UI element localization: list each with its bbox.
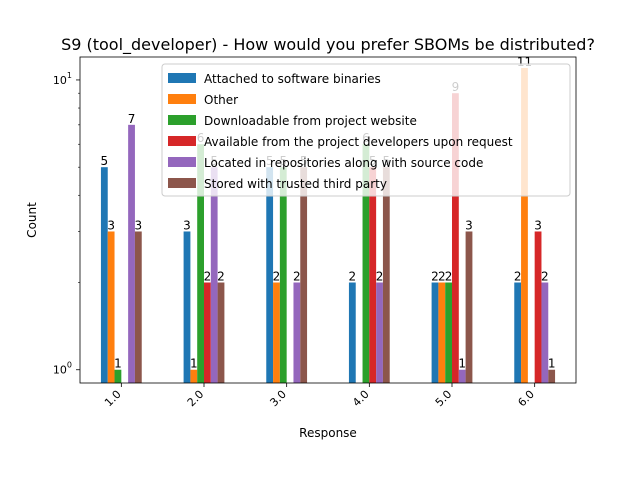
bar-value-label: 2 [541,270,549,284]
legend-swatch [168,115,196,125]
legend-label: Located in repositories along with sourc… [204,156,483,170]
bar-value-label: 1 [114,357,122,371]
bar [100,167,108,383]
bar-value-label: 5 [101,154,109,168]
legend-label: Other [204,93,238,107]
bar-value-label: 1 [548,357,556,371]
y-axis: 100 101 [53,71,80,377]
bar-value-label: 1 [458,357,466,371]
legend-swatch [168,73,196,83]
bar [541,282,549,383]
bar-value-label: 3 [534,218,542,232]
bar [183,231,191,383]
legend-label: Available from the project developers up… [204,135,513,149]
bar-value-label: 1 [190,357,198,371]
bar-value-label: 2 [293,270,301,284]
bar [107,231,115,383]
bar [458,369,466,383]
legend-box [161,63,571,197]
bar-value-label: 2 [445,270,453,284]
bar-value-label: 3 [135,218,143,232]
legend-swatch [168,157,196,167]
bar-value-label: 2 [349,270,357,284]
y-axis-label: Count [25,202,39,238]
bar-value-label: 2 [431,270,439,284]
bar [293,282,301,383]
bar-value-label: 3 [465,218,473,232]
y-tick-label: 101 [53,71,72,87]
x-tick-label: 1.0 [102,388,124,410]
legend-label: Downloadable from project website [204,114,417,128]
bar [431,282,439,383]
x-axis-label: Response [299,426,357,440]
bar [204,282,211,383]
bar [300,167,308,383]
plot-frame [79,56,577,384]
bar [362,144,370,383]
bar [445,282,452,383]
bars-layer [100,67,556,384]
bar [279,167,287,383]
bar-value-label: 2 [514,270,522,284]
bar [548,369,556,383]
bar [376,282,383,383]
bar-value-label: 3 [183,218,191,232]
x-tick-label: 4.0 [350,388,372,410]
legend: Attached to software binaries Other Downlo… [161,63,571,197]
bar [382,167,390,383]
bar [197,144,204,383]
chart-title: S9 (tool_developer) - How would you pref… [61,35,595,55]
bar [114,369,122,383]
x-tick-label: 2.0 [185,388,207,410]
bar [452,93,459,383]
legend-swatch [168,94,196,104]
bar [465,231,473,383]
bar [210,167,218,383]
bar [128,124,135,383]
bar [348,282,356,383]
x-tick-label: 5.0 [433,388,455,410]
bar [134,231,142,383]
bar [273,282,280,383]
bar [369,167,377,383]
x-axis: 1.0 2.0 3.0 4.0 5.0 6.0 [102,383,537,409]
legend-swatch [168,178,196,188]
bar [521,67,528,384]
bar-value-label: 7 [128,112,136,126]
legend-label: Stored with trusted third party [204,177,387,191]
legend-label: Attached to software binaries [204,72,381,86]
bar-value-label: 2 [438,270,446,284]
y-tick-label: 100 [53,361,72,377]
legend-swatch [168,136,196,146]
bar-value-label: 2 [204,270,212,284]
bar [438,282,446,383]
bar-value-label: 2 [217,270,225,284]
bar [190,369,198,383]
bar-value-label: 2 [273,270,281,284]
bar [266,167,274,383]
bar-value-label: 3 [107,218,115,232]
bar [217,282,225,383]
bar [514,282,522,383]
x-tick-label: 6.0 [515,388,537,410]
bar [534,231,542,383]
bar-value-label: 2 [376,270,384,284]
x-tick-label: 3.0 [267,388,289,410]
